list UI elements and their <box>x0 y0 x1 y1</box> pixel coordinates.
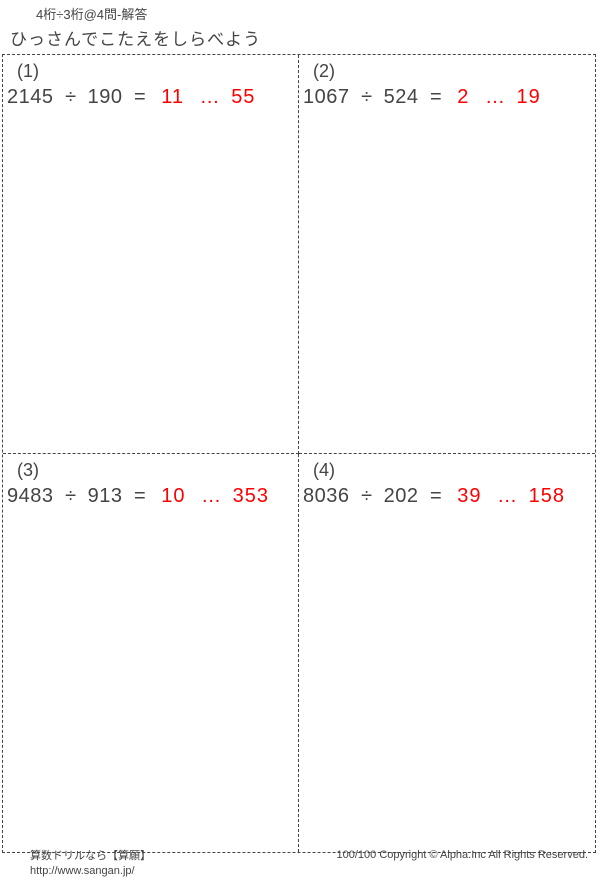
problem-number: (1) <box>7 61 294 82</box>
divide-sign: ÷ <box>361 485 372 507</box>
remainder: 158 <box>529 485 565 507</box>
equation: 2145 ÷ 190 = 11 … 55 <box>7 82 294 109</box>
problem-cell-3: (3) 9483 ÷ 913 = 10 … 353 <box>3 454 299 853</box>
worksheet-footer: 算数ドリルなら【算願】 http://www.sangan.jp/ 100/10… <box>0 849 600 878</box>
remainder: 19 <box>517 86 541 108</box>
remainder: 55 <box>231 86 255 108</box>
divisor: 524 <box>384 86 419 108</box>
quotient: 39 <box>457 485 481 507</box>
footer-brand: 算数ドリルなら【算願】 <box>30 849 151 863</box>
divisor: 190 <box>88 86 123 108</box>
remainder-dots: … <box>497 485 517 507</box>
problem-number: (3) <box>7 460 294 481</box>
dividend: 8036 <box>303 485 350 507</box>
remainder-dots: … <box>201 485 221 507</box>
dividend: 9483 <box>7 485 54 507</box>
equation: 9483 ÷ 913 = 10 … 353 <box>7 481 294 508</box>
footer-url: http://www.sangan.jp/ <box>30 864 151 878</box>
equals-sign: = <box>430 485 442 507</box>
equals-sign: = <box>134 86 146 108</box>
divisor: 202 <box>384 485 419 507</box>
divide-sign: ÷ <box>65 86 76 108</box>
problem-number: (4) <box>303 460 591 481</box>
worksheet-subtitle: 4桁÷3桁@4問-解答 <box>0 4 600 23</box>
score: 100/100 <box>337 849 377 861</box>
divide-sign: ÷ <box>65 485 76 507</box>
remainder-dots: … <box>485 86 505 108</box>
equation: 8036 ÷ 202 = 39 … 158 <box>303 481 591 508</box>
problem-cell-1: (1) 2145 ÷ 190 = 11 … 55 <box>3 55 299 454</box>
quotient: 11 <box>161 86 184 108</box>
worksheet-title: ひっさんでこたえをしらべよう <box>0 23 600 54</box>
equals-sign: = <box>134 485 146 507</box>
remainder-dots: … <box>200 86 220 108</box>
problem-grid: (1) 2145 ÷ 190 = 11 … 55 (2) 1067 ÷ 524 … <box>2 54 596 853</box>
footer-right: 100/100 Copyright © Alpha.Inc All Rights… <box>337 849 594 878</box>
remainder: 353 <box>233 485 269 507</box>
equals-sign: = <box>430 86 442 108</box>
dividend: 1067 <box>303 86 350 108</box>
divisor: 913 <box>88 485 123 507</box>
problem-cell-4: (4) 8036 ÷ 202 = 39 … 158 <box>299 454 595 853</box>
dividend: 2145 <box>7 86 54 108</box>
worksheet-header: 4桁÷3桁@4問-解答 ひっさんでこたえをしらべよう <box>0 0 600 54</box>
quotient: 2 <box>457 86 469 108</box>
problem-number: (2) <box>303 61 591 82</box>
footer-credits: 算数ドリルなら【算願】 http://www.sangan.jp/ <box>6 849 151 878</box>
divide-sign: ÷ <box>361 86 372 108</box>
copyright: Copyright © Alpha.Inc All Rights Reserve… <box>379 849 588 861</box>
problem-cell-2: (2) 1067 ÷ 524 = 2 … 19 <box>299 55 595 454</box>
quotient: 10 <box>161 485 185 507</box>
equation: 1067 ÷ 524 = 2 … 19 <box>303 82 591 109</box>
